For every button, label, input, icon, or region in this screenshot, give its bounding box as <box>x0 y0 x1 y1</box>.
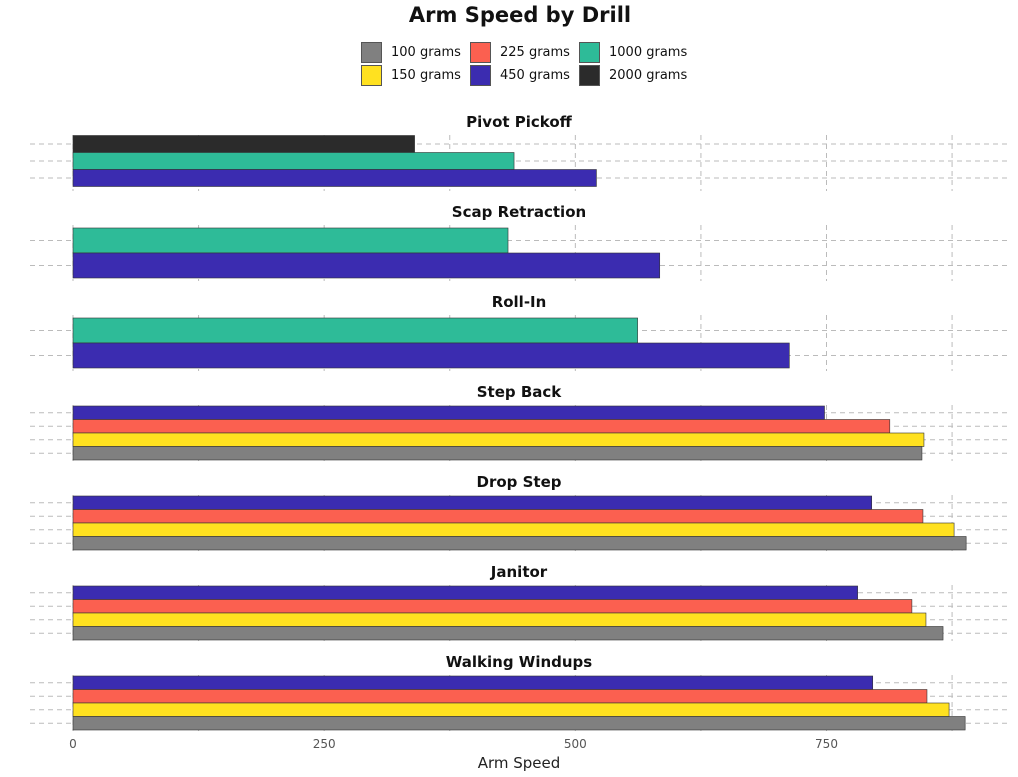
bar <box>72 405 825 420</box>
bar <box>72 522 955 537</box>
legend-item: 100 grams <box>361 41 461 63</box>
facet-panel: Roll-In <box>30 293 1008 371</box>
facet-panel: Drop Step <box>30 473 1008 551</box>
legend-swatch <box>470 41 491 63</box>
bar <box>72 227 509 254</box>
bar <box>72 317 638 344</box>
facet-title: Scap Retraction <box>452 203 586 221</box>
legend-swatch <box>470 64 491 86</box>
bar <box>72 536 967 551</box>
bar <box>72 446 923 461</box>
legend-item: 450 grams <box>470 64 570 86</box>
legend-item: 2000 grams <box>579 64 687 86</box>
legend-swatch <box>361 64 382 86</box>
legend-label: 150 grams <box>391 67 461 83</box>
x-tick-label: 0 <box>69 737 77 751</box>
legend-item: 1000 grams <box>579 41 687 63</box>
bar <box>72 612 927 627</box>
x-tick-label: 500 <box>564 737 587 751</box>
facet-panel: Walking Windups <box>30 653 1008 731</box>
legend-label: 100 grams <box>391 44 461 60</box>
bar <box>72 495 873 510</box>
legend: 100 grams 150 grams 225 grams 450 grams 1000… <box>361 41 701 89</box>
facet-panel: Pivot Pickoff <box>30 113 1008 191</box>
bar <box>72 252 661 279</box>
bar <box>72 135 415 153</box>
legend-swatch <box>361 41 382 63</box>
legend-item: 225 grams <box>470 41 570 63</box>
legend-label: 225 grams <box>500 44 570 60</box>
legend-label: 450 grams <box>500 67 570 83</box>
bar <box>72 432 925 447</box>
facet-title: Step Back <box>477 383 563 401</box>
bar <box>72 702 950 717</box>
legend-swatch <box>579 41 600 63</box>
legend-label: 1000 grams <box>609 44 688 60</box>
bar <box>72 716 966 731</box>
legend-swatch <box>579 64 600 86</box>
legend-item: 150 grams <box>361 64 461 86</box>
bar <box>72 675 874 690</box>
bar <box>72 585 858 600</box>
facet-title: Roll-In <box>492 293 547 311</box>
facet-panel: Janitor <box>30 563 1008 641</box>
x-axis-title: Arm Speed <box>478 754 561 772</box>
facet-title: Drop Step <box>477 473 562 491</box>
bar <box>72 599 913 614</box>
x-tick-label: 750 <box>815 737 838 751</box>
bar <box>72 152 515 170</box>
chart-title: Arm Speed by Drill <box>408 3 632 27</box>
facet-panel: Step Back <box>30 383 1008 461</box>
facet-title: Pivot Pickoff <box>466 113 573 131</box>
bar <box>72 419 891 434</box>
bar <box>72 509 924 524</box>
x-tick-label: 250 <box>313 737 336 751</box>
bar <box>72 626 944 641</box>
facet-panel: Scap Retraction <box>30 203 1008 281</box>
facet-title: Walking Windups <box>446 653 593 671</box>
bar <box>72 169 597 187</box>
bar <box>72 342 790 369</box>
legend-label: 2000 grams <box>609 67 688 83</box>
bar <box>72 689 928 704</box>
facet-title: Janitor <box>490 563 548 581</box>
